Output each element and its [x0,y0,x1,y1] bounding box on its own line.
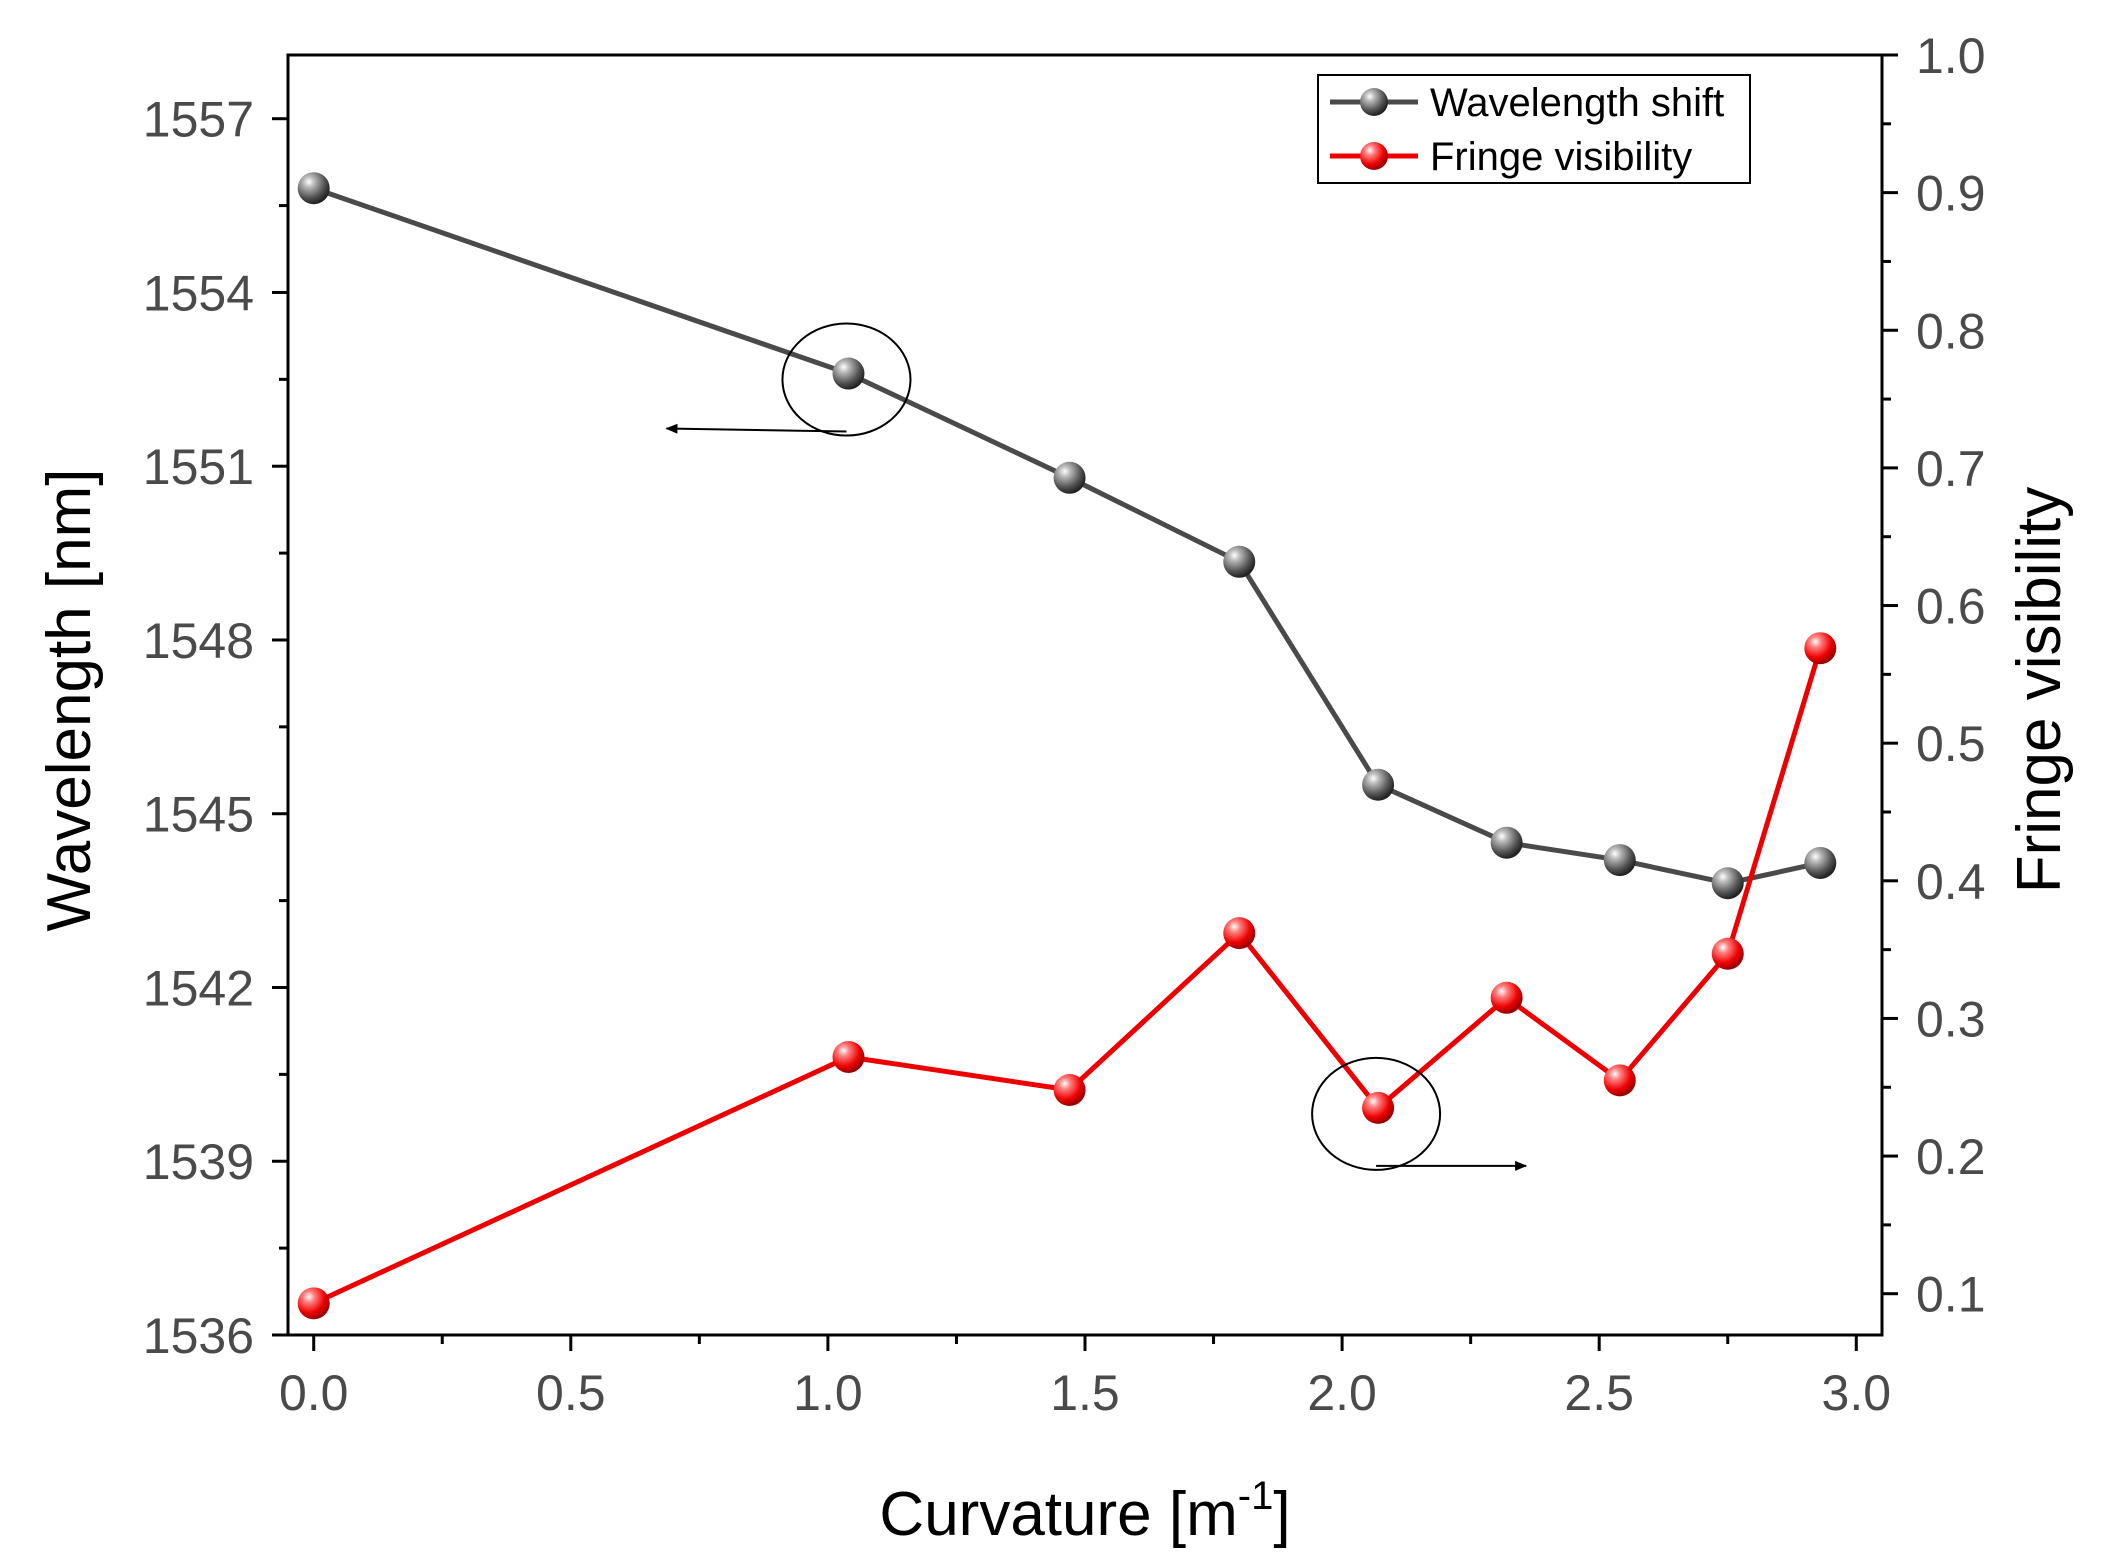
y-right-tick-label: 0.6 [1916,579,1986,635]
fringe-visibility-line [312,647,1823,1306]
x-axis-title: Curvature [m-1] [879,1474,1290,1549]
wavelength-shift-point [1711,867,1744,900]
x-tick-label: 1.0 [793,1365,863,1421]
fringe-visibility-point [1490,981,1523,1014]
y-left-tick-label: 1542 [143,960,254,1016]
annotation-layer [665,322,1528,1171]
y-right-tick-label: 0.3 [1916,991,1986,1047]
y-right-tick-label: 0.1 [1916,1267,1986,1323]
x-axis-ticks: 0.0 0.5 1.0 1.5 2.0 2.5 3.0 [279,1335,1891,1421]
fringe-visibility-point [1362,1091,1395,1124]
y-right-tick-label: 0.9 [1916,166,1986,222]
y-right-tick-label: 0.5 [1916,716,1986,772]
wavelength-shift-point [1053,461,1086,494]
plot-frame [286,53,1884,1337]
y-left-tick-label: 1551 [143,439,254,495]
wavelength-shift-point [1804,846,1837,879]
fringe-visibility-point [832,1040,865,1073]
wavelength-shift-point [1362,768,1395,801]
legend-marker-wavelength [1360,88,1388,116]
y-left-axis-title: Wavelength [nm] [35,469,104,932]
fringe-visibility-point [1711,937,1744,970]
y-left-tick-label: 1557 [143,92,254,148]
fringe-visibility-point [1223,917,1256,950]
y-right-tick-label: 1.0 [1916,28,1986,84]
wavelength-shift-line [312,185,1821,886]
legend-marker-visibility [1360,142,1388,170]
y-left-tick-label: 1536 [143,1308,254,1364]
y-left-tick-label: 1545 [143,787,254,843]
y-right-tick-label: 0.4 [1916,854,1986,910]
x-tick-label: 1.5 [1050,1365,1120,1421]
y-right-tick-label: 0.7 [1916,441,1986,497]
y-left-tick-label: 1539 [143,1134,254,1190]
y-left-axis-ticks: 1536 1539 1542 1545 1548 1551 1554 1557 [143,92,288,1364]
y-right-tick-label: 0.2 [1916,1129,1986,1185]
y-right-axis-title: Fringe visibility [2005,487,2074,894]
x-tick-label: 2.0 [1307,1365,1377,1421]
annotation-ellipse [781,322,912,437]
x-tick-label: 3.0 [1822,1365,1892,1421]
legend-label-visibility: Fringe visibility [1430,135,1692,179]
annotation-ellipse [1311,1056,1442,1171]
x-tick-label: 0.0 [279,1365,349,1421]
legend-label-wavelength: Wavelength shift [1430,81,1724,125]
fringe-visibility-point [1053,1074,1086,1107]
x-tick-label: 2.5 [1564,1365,1634,1421]
x-tick-label: 0.5 [536,1365,606,1421]
y-right-tick-label: 0.8 [1916,303,1986,359]
wavelength-shift-point [1490,826,1523,859]
y-right-axis-ticks: 0.1 0.2 0.3 0.4 0.5 0.6 0.7 0.8 0.9 1.0 [1882,28,1986,1323]
annotation-arrow [665,423,847,434]
wavelength-shift-point [832,357,865,390]
y-left-tick-label: 1554 [143,265,254,321]
wavelength-shift-point [297,172,330,205]
fringe-visibility-point [297,1287,330,1320]
fringe-visibility-point [1804,632,1837,665]
wavelength-shift-point [1223,545,1256,578]
series-layer [297,172,1837,1320]
wavelength-shift-point [1603,844,1636,877]
fringe-visibility-point [1603,1064,1636,1097]
legend: Wavelength shift Fringe visibility [1317,74,1751,184]
y-left-tick-label: 1548 [143,613,254,669]
